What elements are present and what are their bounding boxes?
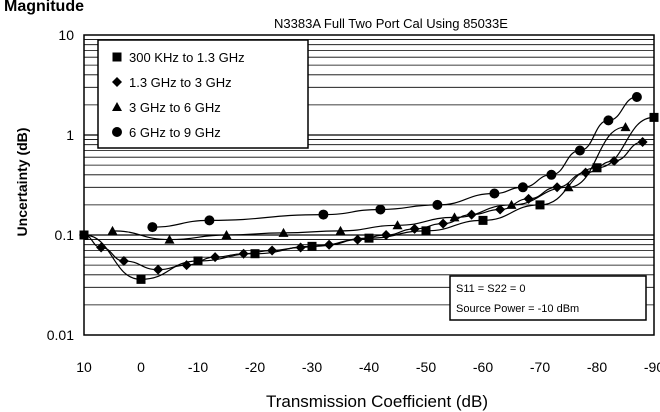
x-tick-label: -30 — [302, 359, 322, 375]
plot-frame — [83, 34, 655, 336]
corner-label: Magnitude — [4, 0, 84, 15]
data-point-circle — [432, 199, 443, 210]
y-tick-label: 0.01 — [47, 327, 74, 343]
data-point-diamond — [552, 182, 563, 193]
data-point-diamond — [352, 234, 363, 245]
data-point-triangle — [221, 230, 232, 239]
data-point-triangle — [392, 220, 403, 230]
x-tick-label: -70 — [530, 359, 550, 375]
x-axis-label: Transmission Coefficient (dB) — [266, 392, 488, 411]
x-tick-label: 0 — [137, 359, 145, 375]
data-point-diamond — [118, 255, 129, 266]
series-curve-3 — [152, 96, 637, 228]
data-point-square — [364, 233, 374, 243]
annotation-line-1: S11 = S22 = 0 — [456, 283, 526, 295]
legend-label: 1.3 GHz to 3 GHz — [129, 75, 232, 90]
data-point-circle — [631, 91, 642, 102]
data-point-square — [193, 256, 203, 266]
data-point-diamond — [495, 204, 506, 215]
data-point-triangle — [278, 227, 289, 237]
data-point-diamond — [580, 167, 591, 178]
data-point-square — [307, 241, 317, 251]
data-point-circle — [489, 188, 500, 199]
data-point-circle — [204, 215, 215, 226]
x-tick-label: -80 — [587, 359, 607, 375]
series-curve-2 — [112, 126, 626, 241]
x-tick-label: -90 — [644, 359, 660, 375]
legend-label: 3 GHz to 6 GHz — [129, 100, 221, 115]
data-point-triangle — [107, 225, 118, 235]
data-point-diamond — [609, 155, 620, 166]
data-point-square — [535, 200, 545, 210]
x-tick-label: -60 — [473, 359, 493, 375]
x-tick-label: -50 — [416, 359, 436, 375]
y-axis-label: Uncertainty (dB) — [14, 128, 30, 237]
annotation-box: S11 = S22 = 0 Source Power = -10 dBm — [449, 275, 647, 321]
legend: 300 KHz to 1.3 GHz 1.3 GHz to 3 GHz 3 GHz … — [97, 39, 309, 149]
data-point-diamond — [238, 248, 249, 259]
data-point-diamond — [438, 218, 449, 229]
y-tick-label: 10 — [58, 27, 74, 43]
data-point-diamond — [466, 209, 477, 220]
legend-label: 6 GHz to 9 GHz — [129, 125, 221, 140]
data-point-diamond — [96, 242, 107, 253]
data-point-circle — [147, 222, 158, 233]
data-point-circle — [517, 182, 528, 193]
x-tick-label: -10 — [188, 359, 208, 375]
data-point-diamond — [181, 260, 192, 271]
data-point-diamond — [295, 242, 306, 253]
data-point-circle — [318, 209, 329, 220]
data-point-triangle — [620, 122, 631, 132]
x-tick-label: 10 — [76, 359, 92, 375]
data-point-triangle — [164, 234, 175, 244]
chart-title: N3383A Full Two Port Cal Using 85033E — [274, 16, 508, 31]
data-point-square — [250, 249, 260, 259]
data-point-square — [136, 274, 146, 284]
tick-labels: 10 0 -10 -20 -30 -40 -50 -60 -70 -80 -90 10 1 0.1 0.01 — [47, 27, 660, 375]
legend-marker-triangle — [112, 102, 122, 111]
data-point-circle — [546, 169, 557, 180]
data-point-diamond — [523, 193, 534, 204]
data-point-circle — [375, 204, 386, 215]
data-point-diamond — [637, 137, 648, 148]
legend-marker-square — [112, 52, 122, 62]
data-point-diamond — [210, 252, 221, 263]
y-tick-label: 0.1 — [55, 227, 75, 243]
data-point-triangle — [506, 199, 517, 209]
data-point-triangle — [449, 212, 460, 222]
data-point-triangle — [335, 225, 346, 235]
data-point-diamond — [153, 264, 164, 275]
data-point-diamond — [324, 239, 335, 250]
y-tick-label: 1 — [66, 127, 74, 143]
data-point-diamond — [267, 245, 278, 256]
legend-label: 300 KHz to 1.3 GHz — [129, 50, 245, 65]
data-point-square — [478, 215, 488, 225]
data-point-square — [592, 163, 602, 173]
grid — [84, 39, 654, 306]
legend-marker-circle — [112, 127, 122, 137]
data-point-square — [421, 226, 431, 236]
data-point-circle — [603, 115, 614, 126]
annotation-line-2: Source Power = -10 dBm — [456, 303, 579, 315]
legend-marker-diamond — [112, 77, 122, 87]
x-tick-label: -40 — [359, 359, 379, 375]
legend-box — [97, 39, 309, 149]
data-point-circle — [574, 145, 585, 156]
x-tick-label: -20 — [245, 359, 265, 375]
data-point-diamond — [381, 230, 392, 240]
data-point-triangle — [563, 182, 574, 192]
data-point-diamond — [409, 223, 420, 234]
